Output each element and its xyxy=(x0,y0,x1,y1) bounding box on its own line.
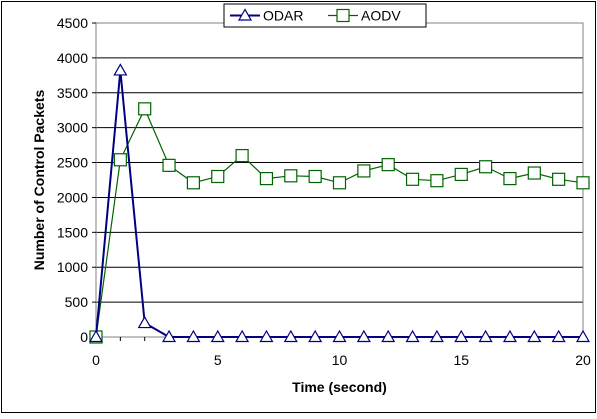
legend-box xyxy=(223,3,427,28)
odar-point xyxy=(162,329,177,343)
odar-point xyxy=(429,329,444,343)
odar-point xyxy=(502,329,517,343)
odar-point xyxy=(235,329,250,343)
x-tick-label: 15 xyxy=(453,352,469,368)
odar-point xyxy=(405,329,420,343)
odar-point xyxy=(454,329,469,343)
aodv-point xyxy=(454,167,468,182)
aodv-point xyxy=(211,169,225,184)
square-marker-icon xyxy=(336,8,350,23)
aodv-point xyxy=(284,169,298,183)
odar-point xyxy=(259,329,274,343)
odar-point xyxy=(308,329,323,343)
odar-point xyxy=(88,329,104,343)
y-tick-label: 3000 xyxy=(57,120,88,136)
odar-point xyxy=(381,329,396,343)
legend: ODAR AODV xyxy=(223,3,427,28)
aodv-point xyxy=(552,172,566,186)
aodv-point xyxy=(113,153,127,167)
x-tick-label: 20 xyxy=(575,352,591,368)
triangle-marker-icon xyxy=(237,8,253,21)
aodv-point xyxy=(162,158,176,172)
odar-point xyxy=(478,329,493,343)
aodv-point xyxy=(235,148,249,163)
aodv-point xyxy=(381,158,395,172)
y-tick-label: 2500 xyxy=(57,155,88,171)
odar-point xyxy=(137,315,152,329)
aodv-point xyxy=(576,176,590,190)
legend-label: AODV xyxy=(361,8,401,24)
y-tick-label: 1500 xyxy=(57,224,88,240)
aodv-point xyxy=(357,164,371,178)
x-axis-ticks: 0 5 10 15 20 xyxy=(92,337,591,368)
legend-items: ODAR AODV xyxy=(230,8,401,24)
odar-point xyxy=(356,329,371,343)
y-axis-title: Number of Control Packets xyxy=(31,90,47,271)
odar-point xyxy=(113,63,128,76)
series-aodv xyxy=(89,102,590,344)
x-tick-label: 10 xyxy=(332,352,348,368)
odar-point xyxy=(210,329,225,343)
y-tick-label: 4000 xyxy=(57,50,88,66)
odar-point xyxy=(186,329,201,343)
odar-point xyxy=(527,329,542,343)
aodv-point xyxy=(527,166,541,180)
aodv-point xyxy=(332,176,347,190)
x-axis-title: Time (second) xyxy=(292,379,387,395)
aodv-point xyxy=(503,172,517,186)
aodv-point xyxy=(308,169,322,184)
legend-item-aodv: AODV xyxy=(328,8,401,24)
aodv-point xyxy=(479,160,493,174)
y-tick-label: 4500 xyxy=(57,15,88,31)
odar-point xyxy=(283,329,298,343)
y-tick-label: 0 xyxy=(80,329,88,345)
x-tick-label: 5 xyxy=(214,352,222,368)
aodv-point xyxy=(405,172,420,186)
odar-point xyxy=(551,329,566,343)
y-tick-label: 3500 xyxy=(57,85,88,101)
y-tick-label: 2000 xyxy=(57,189,88,205)
chart-border xyxy=(1,1,596,413)
series-odar xyxy=(88,63,591,343)
odar-point xyxy=(332,329,347,343)
aodv-point xyxy=(259,172,274,186)
aodv-point xyxy=(138,102,152,116)
data-series xyxy=(88,63,591,344)
legend-item-odar: ODAR xyxy=(230,8,303,24)
aodv-point xyxy=(186,176,200,190)
x-tick-label: 0 xyxy=(92,352,100,368)
odar-point xyxy=(575,329,591,343)
y-tick-label: 1000 xyxy=(57,259,88,275)
y-axis-ticks: 0 500 1000 1500 2000 2500 3000 3500 4000 4500 xyxy=(57,15,96,345)
aodv-point xyxy=(430,174,444,188)
legend-label: ODAR xyxy=(263,8,303,24)
y-tick-label: 500 xyxy=(65,294,89,310)
